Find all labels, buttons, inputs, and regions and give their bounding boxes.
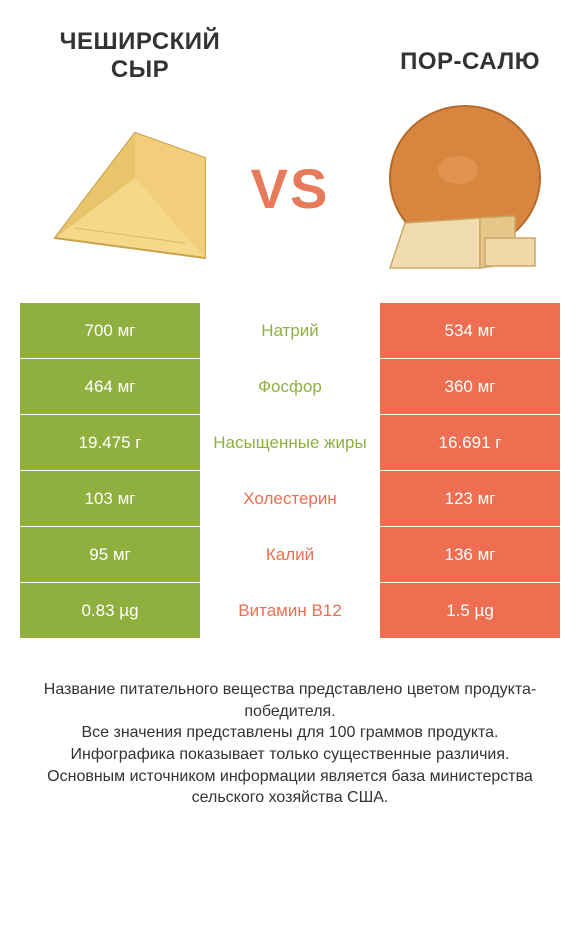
cell-left-value: 464 мг (20, 359, 200, 414)
cell-left-value: 700 мг (20, 303, 200, 358)
cheese-wedge-icon (35, 108, 225, 268)
cell-nutrient-label: Калий (200, 527, 380, 582)
cell-right-value: 16.691 г (380, 415, 560, 470)
header: ЧЕШИРСКИЙ СЫР ПОР-САЛЮ (0, 0, 580, 83)
cell-right-value: 1.5 µg (380, 583, 560, 638)
vs-label: VS (251, 156, 330, 221)
table-row: 103 мгХолестерин123 мг (20, 471, 560, 527)
product-right-title: ПОР-САЛЮ (340, 28, 540, 76)
cell-right-value: 360 мг (380, 359, 560, 414)
cell-left-value: 19.475 г (20, 415, 200, 470)
footer-line: Название питательного вещества представл… (30, 679, 550, 722)
table-row: 700 мгНатрий534 мг (20, 303, 560, 359)
cell-left-value: 103 мг (20, 471, 200, 526)
footer-notes: Название питательного вещества представл… (0, 639, 580, 809)
cell-nutrient-label: Витамин B12 (200, 583, 380, 638)
table-row: 464 мгФосфор360 мг (20, 359, 560, 415)
cell-nutrient-label: Холестерин (200, 471, 380, 526)
cell-right-value: 136 мг (380, 527, 560, 582)
cell-nutrient-label: Фосфор (200, 359, 380, 414)
cell-right-value: 123 мг (380, 471, 560, 526)
images-row: VS (0, 83, 580, 303)
cell-nutrient-label: Натрий (200, 303, 380, 358)
cell-right-value: 534 мг (380, 303, 560, 358)
cheese-wheel-icon (350, 98, 550, 278)
product-right-image (350, 98, 550, 278)
table-row: 19.475 гНасыщенные жиры16.691 г (20, 415, 560, 471)
table-row: 0.83 µgВитамин B121.5 µg (20, 583, 560, 639)
product-left-image (30, 98, 230, 278)
cell-left-value: 0.83 µg (20, 583, 200, 638)
footer-line: Инфографика показывает только существенн… (30, 744, 550, 766)
cell-left-value: 95 мг (20, 527, 200, 582)
table-row: 95 мгКалий136 мг (20, 527, 560, 583)
product-left-title: ЧЕШИРСКИЙ СЫР (40, 28, 240, 83)
cell-nutrient-label: Насыщенные жиры (200, 415, 380, 470)
comparison-table: 700 мгНатрий534 мг464 мгФосфор360 мг19.4… (20, 303, 560, 639)
footer-line: Основным источником информации является … (30, 766, 550, 809)
footer-line: Все значения представлены для 100 граммо… (30, 722, 550, 744)
